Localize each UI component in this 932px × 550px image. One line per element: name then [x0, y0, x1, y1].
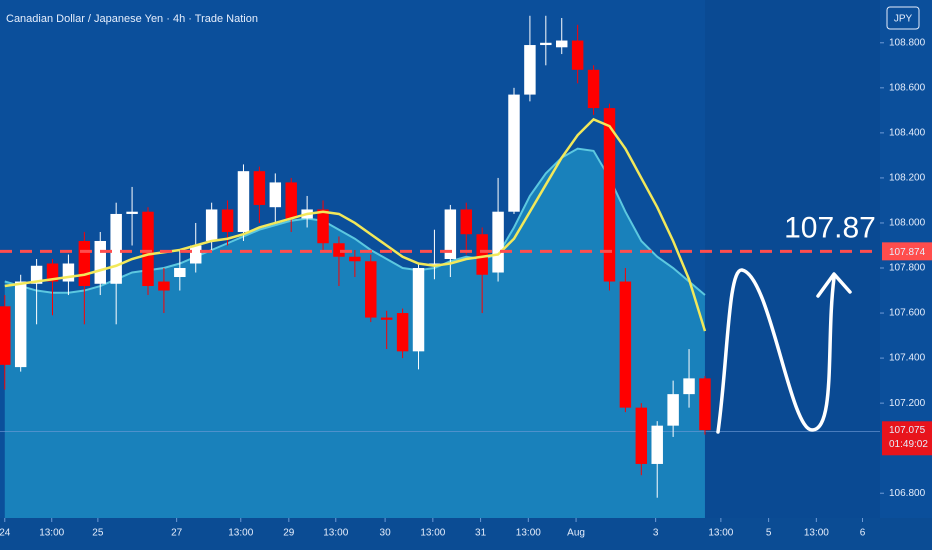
y-tick-label: 108.600	[889, 82, 926, 93]
candle-body	[158, 281, 170, 291]
last-price-label: 107.075	[889, 425, 926, 436]
countdown: 01:49:02	[889, 439, 928, 450]
x-tick-label: 13:00	[228, 528, 253, 539]
candle-body	[126, 211, 138, 214]
candle-body	[253, 171, 266, 205]
candle-body	[0, 306, 11, 365]
time-axis	[0, 518, 932, 550]
candle-body	[556, 40, 568, 48]
candle-body	[571, 40, 584, 70]
average-area	[4, 148, 705, 518]
candle-body	[78, 240, 91, 287]
candle-body	[365, 261, 377, 318]
reference-label-box	[882, 242, 932, 261]
reference-label: 107.874	[889, 247, 926, 258]
future-zone	[705, 0, 880, 518]
chart-title: Canadian Dollar / Japanese Yen · 4h · Tr…	[6, 13, 258, 25]
x-tick-label: 25	[92, 528, 104, 539]
x-tick-label: 13:00	[420, 528, 445, 539]
candle-body	[683, 378, 695, 395]
x-tick-label: 13:00	[323, 528, 348, 539]
x-tick-label: 31	[475, 528, 487, 539]
x-tick-label: 27	[171, 528, 183, 539]
candle-body	[317, 209, 329, 244]
x-tick-label: 24	[0, 528, 11, 539]
candle-body	[508, 94, 520, 212]
candle-body	[46, 263, 59, 282]
candle-body	[142, 211, 154, 287]
y-tick-label: 107.400	[889, 353, 926, 364]
candle-body	[333, 243, 345, 257]
x-tick-label: 13:00	[516, 528, 541, 539]
x-tick-label: 13:00	[804, 528, 829, 539]
candle-body	[221, 209, 234, 232]
y-tick-label: 108.400	[889, 128, 926, 139]
candle-body	[269, 182, 282, 208]
y-tick-label: 108.800	[889, 37, 926, 48]
candle-body	[460, 209, 472, 235]
candle-body	[237, 171, 250, 232]
candle-body	[587, 69, 600, 109]
candle-body	[349, 256, 361, 262]
candle-body	[205, 209, 218, 241]
candle-body	[94, 240, 106, 284]
y-tick-label: 107.800	[889, 263, 926, 274]
candle-body	[190, 245, 202, 264]
x-tick-label: 5	[766, 528, 772, 539]
x-tick-label: 3	[653, 528, 659, 539]
candle-body	[651, 425, 663, 464]
candle-body	[444, 209, 457, 259]
y-tick-label: 107.600	[889, 308, 926, 319]
candle-body	[110, 213, 122, 284]
drawn-curve	[716, 268, 836, 434]
y-tick-label: 106.800	[889, 488, 926, 499]
moving-average	[4, 117, 707, 332]
x-tick-label: 30	[380, 528, 392, 539]
candle-body	[667, 394, 679, 426]
x-tick-label: 13:00	[708, 528, 733, 539]
candle-body	[524, 45, 536, 95]
y-tick-label: 107.200	[889, 398, 926, 409]
price-axis	[880, 0, 932, 550]
drawn-arrow-head	[816, 272, 852, 298]
candle-body	[380, 317, 393, 320]
candle-body	[603, 108, 616, 282]
x-tick-label: Aug	[567, 528, 585, 539]
x-tick-label: 29	[283, 528, 295, 539]
candle-body	[412, 268, 425, 352]
candle-body	[699, 378, 711, 431]
plot	[0, 15, 880, 518]
currency: JPY	[894, 14, 913, 25]
candle-body	[476, 234, 488, 275]
candle-body	[396, 313, 409, 352]
candle-body	[492, 211, 504, 273]
candle-body	[619, 281, 632, 408]
y-tick-label: 108.000	[889, 218, 926, 229]
x-tick-label: 6	[860, 528, 866, 539]
candle-body	[540, 42, 552, 46]
currency-box[interactable]	[886, 6, 920, 30]
x-tick-label: 13:00	[39, 528, 64, 539]
candle-body	[30, 265, 43, 284]
last-price-box	[882, 421, 932, 456]
candle-body	[285, 182, 297, 219]
candle-body	[62, 263, 75, 282]
candle-body	[635, 407, 648, 464]
annotation: 107.87	[784, 211, 876, 244]
candle-body	[14, 281, 27, 368]
candle-body	[174, 268, 186, 278]
y-tick-label: 108.200	[889, 173, 926, 184]
